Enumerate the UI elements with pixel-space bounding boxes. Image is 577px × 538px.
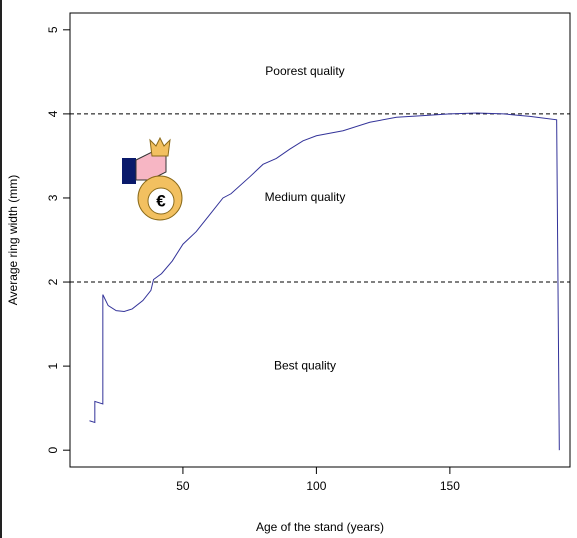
y-tick-label: 4 — [46, 110, 60, 117]
x-tick-label: 100 — [306, 479, 326, 493]
y-tick-label: 5 — [46, 26, 60, 33]
money-icon: € — [122, 138, 182, 220]
y-tick-label: 3 — [46, 194, 60, 201]
zone-label: Best quality — [274, 358, 336, 372]
plot-box — [70, 13, 570, 467]
chart: Age of the stand (years) Average ring wi… — [0, 0, 577, 538]
svg-text:€: € — [156, 191, 166, 210]
zone-label: Medium quality — [265, 190, 346, 204]
y-axis-label: Average ring width (mm) — [6, 175, 20, 306]
x-tick-label: 50 — [176, 479, 190, 493]
y-tick-label: 1 — [46, 362, 60, 369]
x-tick-label: 150 — [440, 479, 460, 493]
zone-label: Poorest quality — [265, 64, 344, 78]
x-axis-label: Age of the stand (years) — [256, 520, 384, 534]
edge — [0, 0, 2, 538]
y-tick-label: 0 — [46, 447, 60, 454]
y-tick-label: 2 — [46, 278, 60, 285]
